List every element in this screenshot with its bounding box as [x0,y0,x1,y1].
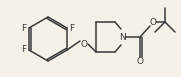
Text: F: F [21,46,26,55]
Text: F: F [21,23,26,32]
Text: N: N [119,32,125,42]
Text: O: O [150,17,157,26]
Text: F: F [70,23,75,32]
Text: O: O [136,57,144,66]
Text: O: O [81,40,87,49]
